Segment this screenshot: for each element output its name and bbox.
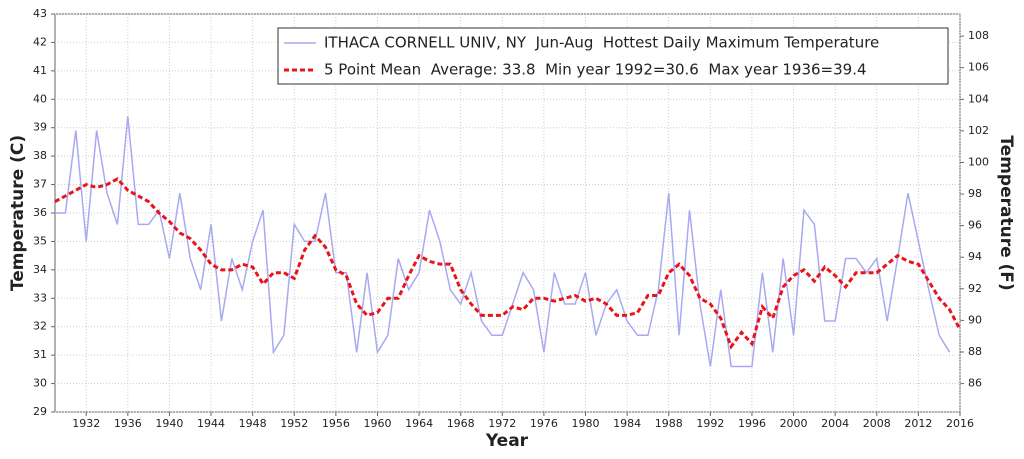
line-series: [55, 116, 951, 368]
y-tick-label: 36: [33, 206, 47, 219]
x-tick-label: 1980: [572, 417, 600, 430]
x-tick-label: 2008: [863, 417, 891, 430]
x-tick-label: 2012: [904, 417, 932, 430]
x-tick-label: 1984: [613, 417, 641, 430]
y2-tick-label: 98: [968, 187, 982, 200]
y2-tick-label: 96: [968, 219, 982, 232]
x-tick-label: 1940: [155, 417, 183, 430]
y-axis-title: Temperature (C): [8, 135, 28, 291]
x-tick-label: 1964: [405, 417, 433, 430]
x-tick-label: 1968: [447, 417, 475, 430]
y-tick-label: 38: [33, 149, 47, 162]
x-tick-label: 1952: [280, 417, 308, 430]
y2-tick-label: 94: [968, 250, 982, 263]
y2-tick-label: 92: [968, 282, 982, 295]
y-tick-label: 43: [33, 7, 47, 20]
legend-text: 5 Point Mean Average: 33.8 Min year 1992…: [324, 61, 867, 79]
y-tick-label: 30: [33, 377, 47, 390]
y2-tick-label: 108: [968, 29, 989, 42]
x-tick-label: 1936: [114, 417, 142, 430]
x-tick-label: 2004: [821, 417, 849, 430]
x-axis-title: Year: [485, 431, 529, 451]
y2-tick-label: 90: [968, 313, 982, 326]
y-tick-label: 29: [33, 405, 47, 418]
x-tick-label: 1960: [363, 417, 391, 430]
y-tick-label: 42: [33, 35, 47, 48]
line-series: [54, 177, 962, 350]
legend-box: [277, 27, 949, 85]
y2-tick-label: 104: [968, 92, 989, 105]
x-tick-label: 1996: [738, 417, 766, 430]
x-tick-label: 1992: [696, 417, 724, 430]
y-tick-label: 32: [33, 320, 47, 333]
x-tick-label: 2016: [946, 417, 974, 430]
x-tick-label: 2000: [780, 417, 808, 430]
y-tick-label: 34: [33, 263, 47, 276]
legend-text: ITHACA CORNELL UNIV, NY Jun-Aug Hottest …: [324, 34, 879, 52]
y-tick-label: 41: [33, 64, 47, 77]
x-tick-label: 1976: [530, 417, 558, 430]
y-tick-label: 40: [33, 92, 47, 105]
y2-tick-label: 86: [968, 377, 982, 390]
x-tick-label: 1932: [72, 417, 100, 430]
x-tick-label: 1956: [322, 417, 350, 430]
y2-tick-label: 102: [968, 124, 989, 137]
y-tick-label: 39: [33, 121, 47, 134]
y2-tick-label: 88: [968, 345, 982, 358]
y-tick-label: 37: [33, 178, 47, 191]
y2-axis-title: Temperature (F): [996, 135, 1016, 290]
y2-tick-label: 100: [968, 155, 989, 168]
y-tick-label: 33: [33, 291, 47, 304]
y-tick-label: 31: [33, 348, 47, 361]
y-tick-label: 35: [33, 234, 47, 247]
y2-tick-label: 106: [968, 61, 989, 74]
x-tick-label: 1944: [197, 417, 225, 430]
x-tick-label: 1948: [239, 417, 267, 430]
x-tick-label: 1972: [488, 417, 516, 430]
x-tick-label: 1988: [655, 417, 683, 430]
